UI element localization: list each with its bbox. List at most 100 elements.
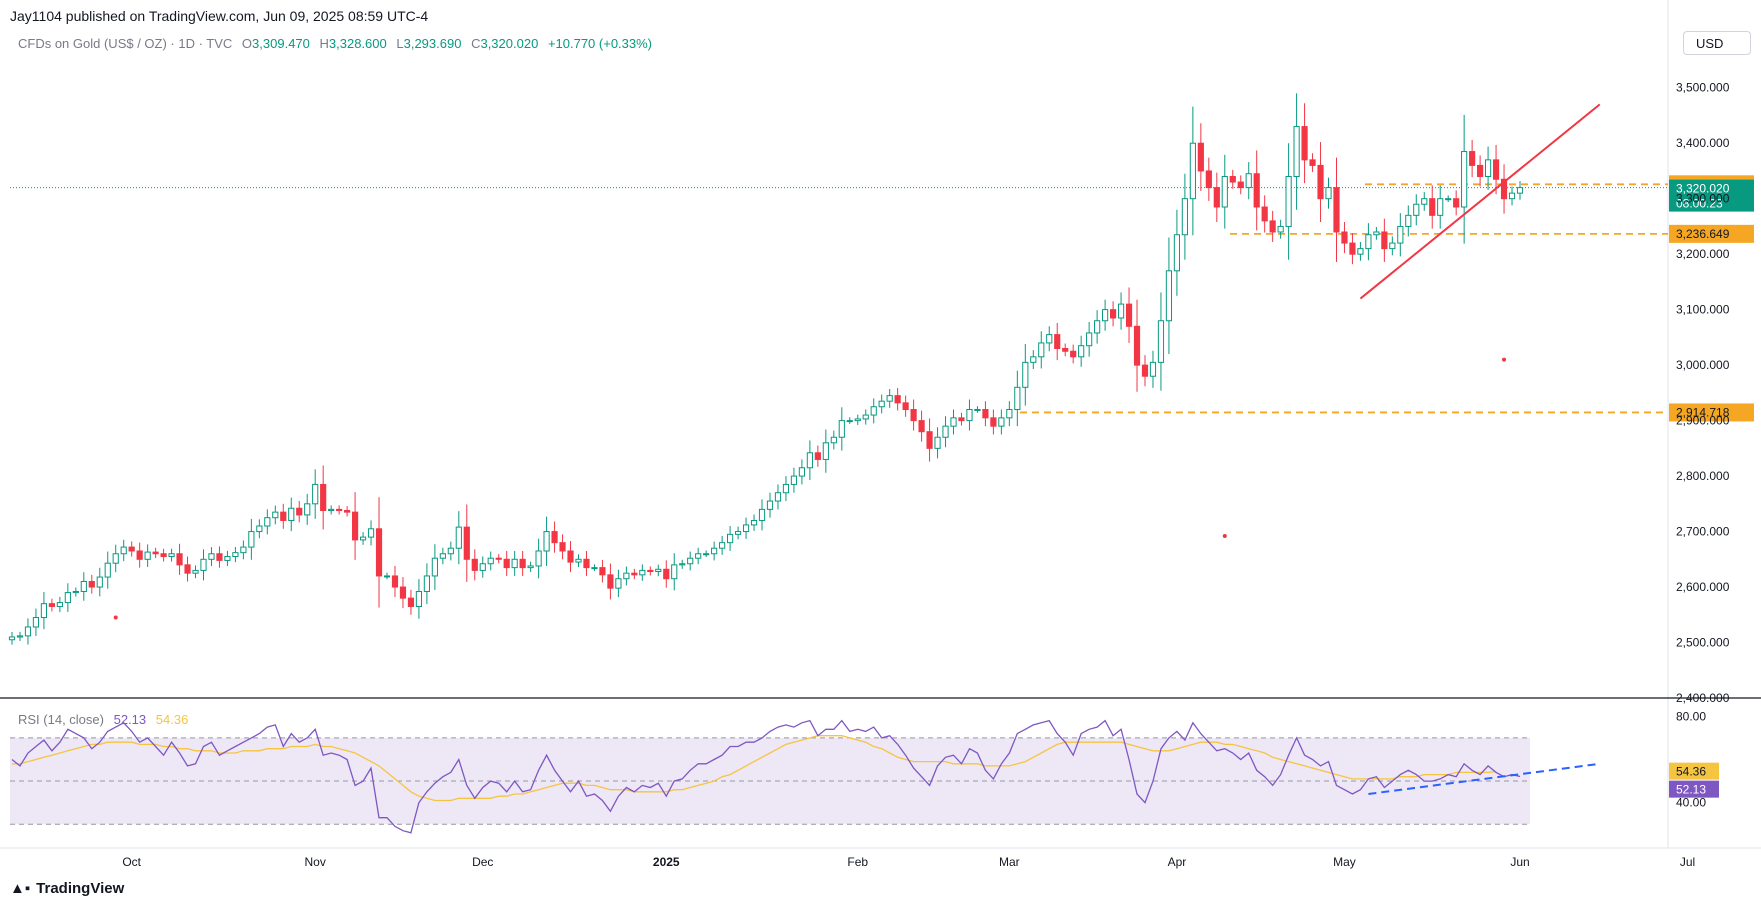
candle-body (695, 553, 702, 559)
candle (184, 556, 191, 582)
candle (1141, 355, 1149, 387)
candle (870, 398, 877, 424)
candle-body (647, 569, 654, 573)
candle (974, 406, 981, 413)
price-grid (0, 0, 1761, 849)
candle-body (734, 531, 742, 535)
candle-body (415, 590, 423, 607)
candle (958, 412, 965, 426)
currency-button[interactable]: USD (1683, 31, 1751, 55)
candle-body (160, 553, 167, 558)
candle (511, 550, 518, 576)
trend-line (1359, 103, 1601, 300)
price-tick: 2,900.000 (1676, 414, 1730, 428)
candle-body (208, 553, 215, 560)
candle-body (1461, 151, 1468, 208)
tradingview-logo[interactable]: ▲▪ TradingView (10, 880, 124, 897)
candle-body (958, 417, 965, 422)
candle-body (1437, 198, 1444, 216)
symbol-name[interactable]: CFDs on Gold (US$ / OZ) · 1D · TVC (18, 36, 233, 51)
time-axis[interactable]: Oct Nov Dec 2025 Feb Mar Apr May Jun Jul (122, 855, 1695, 869)
candle (695, 547, 702, 565)
candle (1333, 157, 1340, 262)
candle (1469, 139, 1476, 178)
candle (72, 587, 79, 597)
candle-body (766, 500, 774, 510)
candle (367, 520, 375, 546)
candle (479, 556, 486, 578)
candle (1086, 321, 1093, 357)
candle-body (256, 525, 263, 533)
candle-body (128, 546, 135, 552)
candle-body (774, 492, 782, 502)
candle (232, 546, 239, 563)
candle-body (878, 400, 885, 408)
candle (1014, 370, 1021, 427)
candle (551, 521, 558, 553)
candle (1109, 301, 1117, 327)
candle-body (1413, 203, 1420, 216)
candle (822, 429, 829, 473)
candle-body (1221, 176, 1228, 208)
candle (663, 560, 670, 588)
candle-body (1189, 142, 1196, 200)
candle (64, 583, 71, 612)
candle (1189, 106, 1196, 236)
price-axis[interactable]: 3,500.000 3,400.000 3,300.000 3,200.000 3,10… (1676, 81, 1730, 705)
candle-body (391, 575, 399, 588)
candle-body (288, 507, 295, 521)
candle-body (854, 418, 861, 422)
candle (439, 547, 446, 565)
candle (1373, 226, 1380, 240)
candle (687, 551, 694, 571)
candle-body (551, 531, 558, 544)
candle (1054, 322, 1061, 361)
candle-body (192, 569, 199, 574)
high-label: H (319, 36, 329, 51)
candle-body (375, 528, 383, 577)
candle (304, 493, 311, 525)
rsi-tag (1669, 780, 1719, 798)
price-level-label: 2,914.718 (1676, 405, 1730, 419)
candle-body (399, 586, 407, 599)
price-tick: 3,000.000 (1676, 358, 1730, 372)
candle (1341, 221, 1348, 254)
candle (1157, 292, 1165, 391)
candle (1413, 194, 1420, 226)
candle-body (1317, 164, 1324, 200)
candle (256, 519, 263, 539)
candle (1317, 142, 1324, 222)
candle (1261, 195, 1268, 233)
candle (1205, 157, 1212, 201)
candle (647, 566, 654, 576)
candle-body (950, 417, 957, 427)
price-level-tag (1669, 403, 1754, 422)
candle (1165, 237, 1173, 355)
candle (1173, 209, 1181, 296)
candle-body (232, 552, 239, 558)
candle (575, 554, 582, 568)
candle-body (519, 558, 526, 569)
candle-body (719, 542, 726, 549)
candle (56, 596, 63, 613)
candle-body (463, 526, 470, 560)
rsi-title[interactable]: RSI (14, close) (18, 712, 104, 727)
rsi-axis[interactable]: 80.00 40.00 54.36 52.13 (1669, 709, 1719, 810)
candle-body (942, 425, 949, 438)
candle-body (671, 564, 678, 580)
candle-body (575, 558, 582, 563)
candle (1477, 155, 1484, 187)
candle (854, 414, 861, 425)
time-tick: Apr (1168, 855, 1187, 869)
candle-body (703, 553, 710, 556)
candle (272, 505, 279, 525)
candle-body (1453, 198, 1460, 208)
candle (1094, 310, 1101, 344)
candle (846, 417, 853, 424)
candle (774, 484, 782, 510)
candle (487, 551, 494, 571)
candle (96, 567, 103, 597)
candle (503, 550, 510, 576)
candle-body (543, 531, 550, 552)
